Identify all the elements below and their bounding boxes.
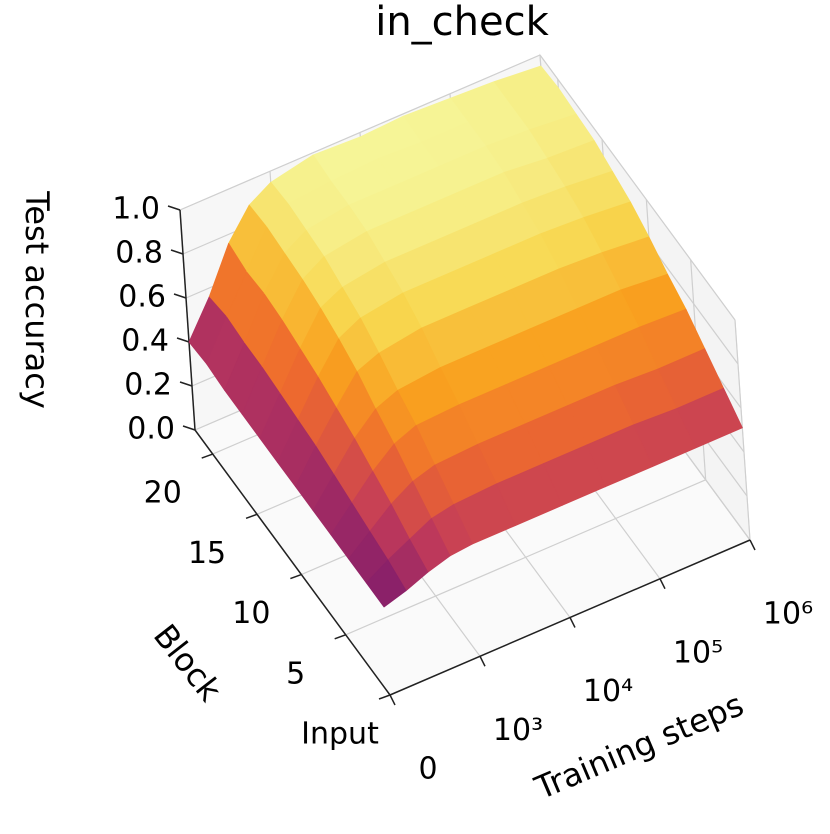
y-tick-label: 15 [188, 536, 226, 571]
chart-title: in_check [375, 0, 549, 45]
tick-mark [290, 573, 302, 580]
tick-mark [334, 634, 346, 640]
tick-mark [176, 337, 190, 343]
tick-mark [479, 655, 486, 667]
y-tick-label: 5 [286, 656, 305, 691]
y-tick-label: Input [301, 717, 379, 752]
z-tick-label: 0.4 [121, 324, 169, 359]
y-tick-label: 20 [144, 476, 182, 511]
z-tick-label: 0.0 [127, 412, 175, 447]
axes [167, 205, 756, 706]
tick-mark [179, 381, 193, 387]
grid-line [539, 54, 736, 321]
y-axis-title: Block [146, 617, 230, 709]
grid-line [734, 319, 751, 541]
grid-line [179, 54, 541, 211]
tick-mark [245, 513, 258, 520]
tick-mark [569, 617, 576, 628]
x-tick-label: 10⁵ [673, 635, 723, 670]
z-tick-label: 0.8 [115, 236, 163, 271]
tick-mark [201, 453, 213, 459]
tick-mark [173, 293, 187, 299]
tick-mark [182, 425, 196, 431]
surface-facet [365, 559, 407, 608]
tick-mark [170, 249, 184, 255]
tick-mark [378, 694, 391, 700]
tick-mark [389, 694, 396, 706]
x-tick-label: 10⁶ [763, 597, 813, 632]
x-tick-label: 10³ [493, 713, 543, 748]
x-axis-title: Training steps [529, 685, 749, 807]
tick-mark [749, 539, 756, 551]
tick-mark [659, 578, 666, 590]
z-tick-label: 0.2 [124, 368, 172, 403]
z-tick-label: 1.0 [112, 192, 160, 227]
y-tick-label: 10 [232, 596, 270, 631]
z-tick-label: 0.6 [118, 280, 166, 315]
tick-mark [167, 205, 181, 211]
axis-line [194, 429, 391, 696]
surface [188, 65, 743, 608]
z-axis-title: Test accuracy [18, 190, 56, 409]
x-tick-label: 10⁴ [583, 674, 633, 709]
axis-line [179, 209, 196, 431]
x-tick-label: 0 [418, 752, 437, 787]
grid-line [345, 479, 706, 636]
